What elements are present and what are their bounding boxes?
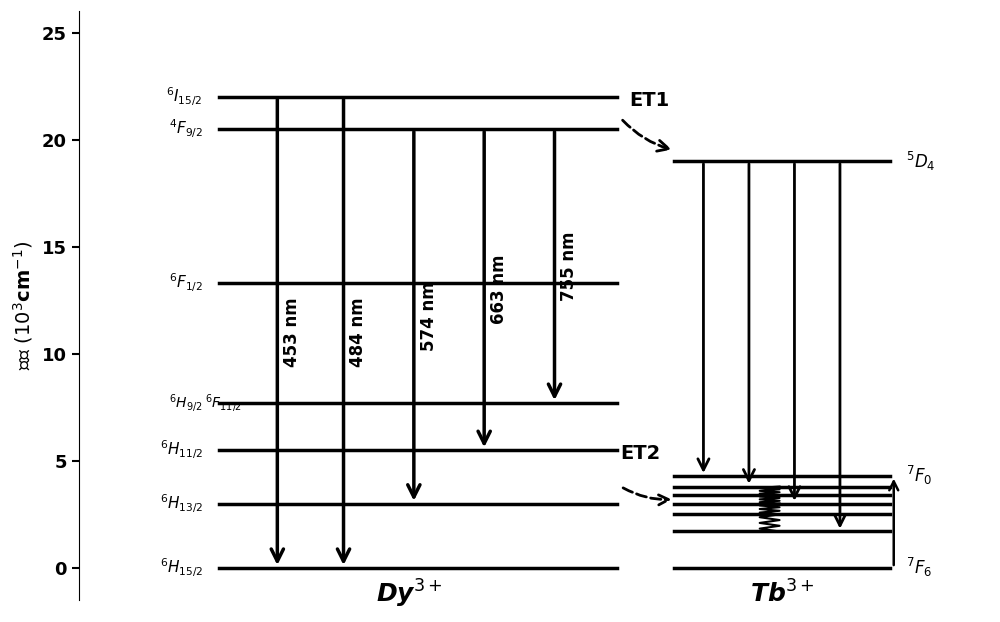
Text: $^6F_{1/2}$: $^6F_{1/2}$ bbox=[169, 272, 203, 294]
Text: Tb$^{3+}$: Tb$^{3+}$ bbox=[750, 580, 814, 607]
Text: $^7F_6$: $^7F_6$ bbox=[906, 556, 932, 580]
Y-axis label: 能量 $(10^3$cm$^{-1})$: 能量 $(10^3$cm$^{-1})$ bbox=[11, 241, 35, 370]
Text: 453 nm: 453 nm bbox=[283, 297, 301, 367]
Text: $^6H_{13/2}$: $^6H_{13/2}$ bbox=[160, 492, 203, 515]
Text: $^4F_{9/2}$: $^4F_{9/2}$ bbox=[169, 118, 203, 140]
Text: $^6H_{9/2}$: $^6H_{9/2}$ bbox=[169, 392, 203, 414]
Text: 574 nm: 574 nm bbox=[420, 282, 438, 351]
Text: 484 nm: 484 nm bbox=[349, 297, 367, 367]
Text: 663 nm: 663 nm bbox=[490, 255, 508, 324]
Text: Dy$^{3+}$: Dy$^{3+}$ bbox=[376, 577, 443, 610]
Text: $^6I_{15/2}$: $^6I_{15/2}$ bbox=[166, 85, 203, 108]
Text: ET1: ET1 bbox=[629, 91, 669, 109]
Text: 755 nm: 755 nm bbox=[560, 231, 578, 300]
Text: ET2: ET2 bbox=[621, 444, 661, 463]
Text: $^6F_{11/2}$: $^6F_{11/2}$ bbox=[205, 392, 242, 414]
Text: $^5D_4$: $^5D_4$ bbox=[906, 149, 936, 172]
Text: $^7F_0$: $^7F_0$ bbox=[906, 464, 932, 488]
Text: $^6H_{15/2}$: $^6H_{15/2}$ bbox=[160, 557, 203, 579]
Text: $^6H_{11/2}$: $^6H_{11/2}$ bbox=[160, 439, 203, 462]
